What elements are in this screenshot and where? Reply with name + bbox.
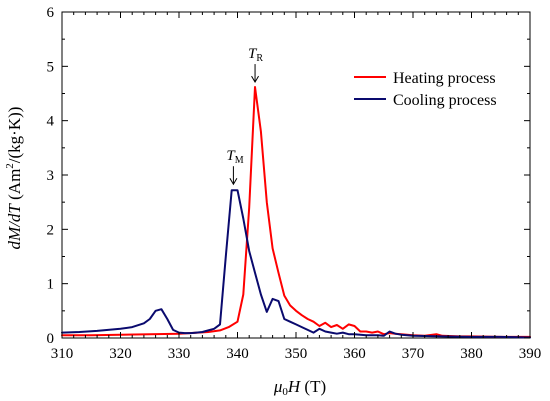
y-tick-label: 4 <box>47 114 55 130</box>
annotation-t-r-arrow-head <box>251 75 259 84</box>
series-line-cooling <box>61 189 531 339</box>
series-layer <box>61 86 531 339</box>
plot-frame <box>61 11 531 339</box>
y-axis-title-main: dM/dT <box>5 203 24 250</box>
y-axis-title-sup: 2 <box>4 163 16 169</box>
x-tick-label: 380 <box>460 346 483 362</box>
annotation-t-r-sub: R <box>256 53 263 64</box>
x-tick-label: 330 <box>168 346 191 362</box>
y-axis-title-unit-b: /(kg·K)) <box>5 107 24 164</box>
y-tick-label: 5 <box>47 59 55 75</box>
annotation-t-m-sub: M <box>235 155 244 166</box>
annotation-t-r-main: T <box>248 46 258 62</box>
x-axis-title: μ0H (T) <box>273 377 326 398</box>
x-axis-title-mu: μ <box>273 377 283 396</box>
annotation-t-m-arrow-head <box>229 177 238 186</box>
ticks-layer: 310 320 330 340 350 360 370 380 390 0 1 2 3 4 5 6 <box>47 5 542 362</box>
x-axis-title-sub: 0 <box>282 386 288 398</box>
legend-item-cooling: Cooling process <box>354 92 497 109</box>
x-tick-label: 320 <box>109 346 132 362</box>
legend: Heating process Cooling process <box>354 70 497 109</box>
legend-label-cooling: Cooling process <box>393 92 497 109</box>
y-tick-label: 1 <box>47 277 55 293</box>
x-tick-label: 350 <box>285 346 308 362</box>
y-tick-label: 6 <box>47 5 55 21</box>
y-axis-title: dM/dT (Am2/(kg·K)) <box>4 107 24 250</box>
y-axis-title-unit-a: (Am <box>5 169 24 204</box>
x-tick-label: 310 <box>51 346 74 362</box>
annotations-layer: TR TM <box>226 46 263 186</box>
x-axis-title-unit: (T) <box>300 377 326 396</box>
legend-item-heating: Heating process <box>354 70 496 87</box>
x-tick-label: 390 <box>519 346 542 362</box>
y-tick-label: 0 <box>47 331 55 347</box>
x-tick-label: 340 <box>226 346 249 362</box>
plot-area: 310 320 330 340 350 360 370 380 390 0 1 2 3 4 5 6 <box>47 5 542 362</box>
annotation-t-m-label: TM <box>226 148 243 166</box>
y-tick-label: 3 <box>47 168 55 184</box>
x-tick-label: 370 <box>402 346 425 362</box>
legend-label-heating: Heating process <box>393 70 496 87</box>
annotation-t-m-main: T <box>226 148 236 164</box>
y-tick-label: 2 <box>47 222 55 238</box>
annotation-t-m: TM <box>226 148 244 186</box>
annotation-t-r: TR <box>248 46 263 84</box>
x-tick-label: 360 <box>343 346 366 362</box>
annotation-t-r-label: TR <box>248 46 263 64</box>
series-line-heating <box>61 86 531 338</box>
x-axis-title-h: H <box>287 377 302 396</box>
